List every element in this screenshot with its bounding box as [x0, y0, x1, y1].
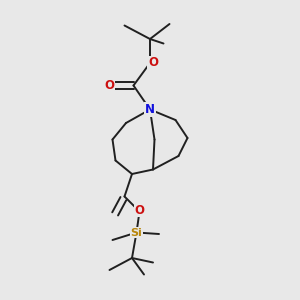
- Text: Si: Si: [130, 227, 142, 238]
- Text: O: O: [148, 56, 158, 70]
- Text: O: O: [104, 79, 115, 92]
- Text: O: O: [134, 203, 145, 217]
- Text: N: N: [145, 103, 155, 116]
